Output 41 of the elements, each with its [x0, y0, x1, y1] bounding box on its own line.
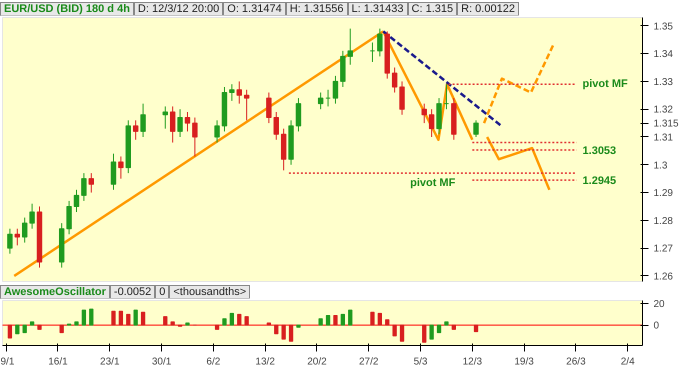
text: R: 0.00122 [457, 2, 519, 16]
text: L: 1.31433 [348, 2, 408, 16]
y-tick-label: 1.315 [654, 118, 679, 130]
x-tick-label: 9/1 [0, 356, 15, 368]
x-tick-label: 5/3 [414, 356, 428, 368]
x-tick-label: 2/4 [620, 356, 636, 368]
x-tick-label: 27/2 [359, 356, 379, 368]
text: <thousandths> [169, 285, 250, 299]
x-tick-label: 16/1 [48, 356, 68, 368]
x-tick-label: 23/1 [100, 356, 120, 368]
x-tick-label: 13/2 [255, 356, 276, 368]
chart-title: AwesomeOscillator [0, 285, 110, 299]
y-tick-label: 0 [654, 320, 660, 332]
x-tick-label: 19/3 [514, 356, 534, 368]
text: D: 12/3/12 20:00 [134, 2, 224, 16]
series-label: pivot MF [582, 78, 628, 90]
y-tick-label: 20 [654, 299, 666, 310]
text: H: 1.31556 [286, 2, 348, 16]
y-tick-label: 1.31 [654, 132, 674, 144]
x-tick-label: 12/3 [462, 356, 482, 368]
series-label: pivot MF [410, 177, 456, 190]
x-tick-label: 30/1 [152, 356, 172, 368]
text: -0.0052 [110, 285, 156, 299]
y-tick-label: 1.32 [654, 104, 674, 116]
series-label: 1.2945 [582, 175, 616, 188]
y-tick-label: 1.34 [654, 49, 674, 60]
text: O: 1.31474 [223, 2, 286, 16]
y-tick-label: 1.29 [654, 188, 674, 200]
x-tick-label: 20/2 [307, 356, 328, 368]
x-tick-label: 26/3 [566, 356, 586, 368]
y-tick-label: 1.27 [654, 244, 674, 255]
chart-title: EUR/USD (BID) 180 d 4h [0, 2, 134, 16]
text: C: 1.315 [408, 2, 458, 16]
y-tick-label: 1.33 [654, 76, 674, 88]
series-label: 1.3053 [582, 145, 616, 158]
y-tick-label: 1.28 [654, 216, 674, 227]
y-tick-label: 1.26 [654, 271, 674, 282]
y-tick-label: 1.35 [654, 21, 674, 32]
y-tick-label: 1.3 [654, 160, 668, 172]
text: 0 [155, 285, 170, 299]
x-tick-label: 6/2 [206, 356, 221, 368]
